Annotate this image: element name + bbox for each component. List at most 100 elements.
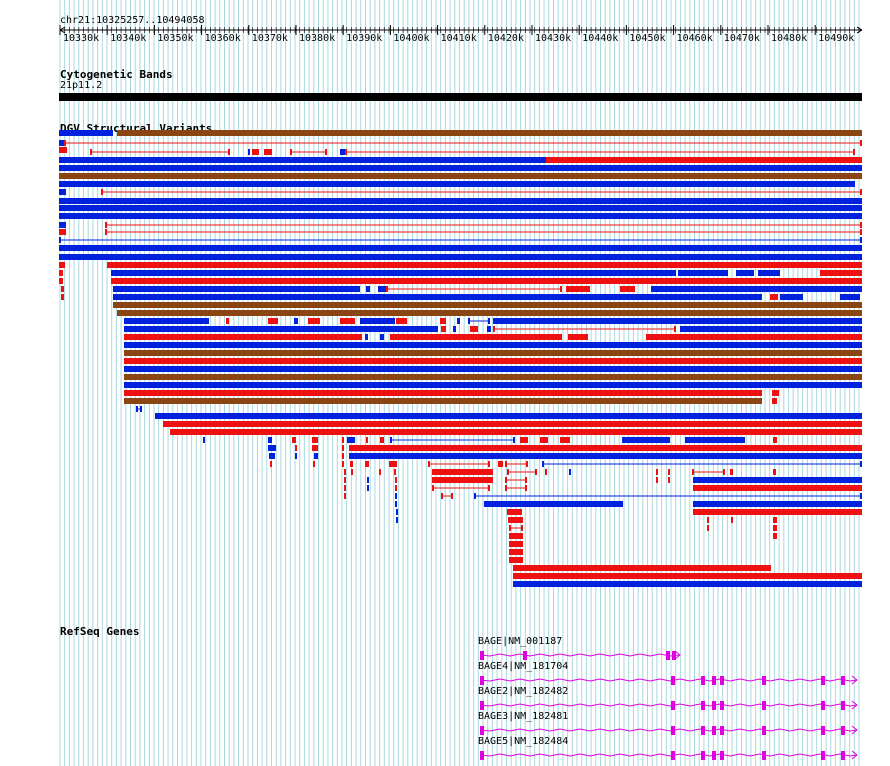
gene-exon: [671, 676, 675, 685]
sv-feature: [107, 262, 862, 268]
sv-feature-end: [692, 469, 694, 475]
sv-feature: [295, 445, 297, 451]
gene-label[interactable]: BAGE3|NM_182481: [478, 711, 569, 722]
sv-feature: [59, 147, 67, 153]
sv-feature: [457, 318, 460, 324]
ruler-tick-label: 10330k: [63, 33, 100, 44]
ruler-tick-label: 10460k: [676, 33, 713, 44]
sv-feature: [509, 533, 523, 539]
sv-feature-end: [513, 437, 515, 443]
sv-feature-end: [64, 140, 66, 146]
ruler-tick-label: 10370k: [251, 33, 288, 44]
gene-strand-arrow: [851, 725, 858, 735]
ruler-tick-label: 10360k: [204, 33, 241, 44]
sv-feature-end: [525, 485, 527, 491]
sv-feature: [780, 294, 803, 300]
sv-feature: [731, 517, 733, 523]
sv-feature-end: [140, 406, 142, 412]
sv-feature: [693, 501, 862, 507]
sv-feature: [268, 318, 278, 324]
sv-feature-end: [441, 493, 443, 499]
sv-feature: [773, 533, 777, 539]
sv-feature: [344, 469, 346, 475]
gene-exon: [712, 676, 716, 685]
sv-feature: [61, 294, 64, 300]
sv-feature: [314, 453, 318, 459]
gene-exon: [762, 676, 766, 685]
sv-feature: [560, 437, 570, 443]
sv-feature-end: [509, 525, 511, 531]
sv-feature: [349, 445, 862, 451]
sv-feature-end: [386, 286, 388, 292]
sv-feature: [59, 130, 113, 136]
sv-feature: [668, 477, 670, 483]
gene-label[interactable]: BAGE5|NM_182484: [478, 736, 569, 747]
gene-exon: [821, 676, 825, 685]
sv-feature-end: [59, 237, 61, 243]
sv-feature-end: [488, 461, 490, 467]
sv-feature: [308, 318, 320, 324]
gene-exon: [841, 751, 845, 760]
gene-exon: [671, 726, 675, 735]
sv-feature-end: [105, 222, 107, 228]
gene-intron: [479, 678, 858, 682]
sv-feature: [124, 382, 862, 388]
sv-feature: [59, 165, 862, 171]
sv-feature: [124, 398, 762, 404]
sv-feature: [366, 437, 368, 443]
sv-feature: [493, 318, 862, 324]
sv-feature: [124, 366, 862, 372]
sv-feature-end: [105, 229, 107, 235]
sv-feature: [656, 469, 658, 475]
sv-feature: [840, 294, 860, 300]
sv-feature: [520, 437, 528, 443]
sv-feature: [365, 334, 368, 340]
refseq-track-title[interactable]: RefSeq Genes: [60, 625, 140, 638]
region-label: chr21:10325257..10494058: [60, 15, 205, 26]
sv-feature: [395, 493, 397, 499]
sv-feature-end: [505, 461, 507, 467]
sv-feature: [344, 477, 346, 483]
sv-feature: [269, 453, 275, 459]
sv-feature-end: [101, 189, 103, 195]
sv-feature: [656, 477, 658, 483]
sv-feature: [59, 213, 862, 219]
sv-feature-end: [428, 461, 430, 467]
sv-feature: [693, 485, 862, 491]
gene-exon: [720, 701, 724, 710]
cytoband-bar[interactable]: [59, 93, 862, 101]
cytoband-track-title[interactable]: Cytogenetic Bands: [60, 68, 173, 81]
sv-feature: [773, 525, 777, 531]
sv-feature-end: [860, 237, 862, 243]
sv-feature: [680, 326, 862, 332]
sv-feature: [113, 294, 762, 300]
gene-exon: [720, 676, 724, 685]
sv-feature: [59, 181, 855, 187]
sv-feature: [707, 525, 709, 531]
sv-feature: [59, 205, 862, 211]
sv-feature-end: [451, 493, 453, 499]
sv-feature: [313, 461, 315, 467]
gene-label[interactable]: BAGE|NM_001187: [478, 636, 563, 647]
sv-feature-end: [390, 437, 392, 443]
gene-strand-arrow: [674, 650, 681, 660]
gene-label[interactable]: BAGE2|NM_182482: [478, 686, 569, 697]
sv-feature: [117, 310, 862, 316]
sv-feature-end: [325, 149, 327, 155]
gene-exon: [480, 751, 484, 760]
ruler-tick-label: 10430k: [535, 33, 572, 44]
sv-feature: [360, 318, 395, 324]
gene-intron: [479, 653, 681, 657]
gene-exon: [480, 726, 484, 735]
sv-feature-end: [860, 461, 862, 467]
gene-label[interactable]: BAGE4|NM_181704: [478, 661, 569, 672]
sv-feature: [770, 294, 778, 300]
ruler-tick-label: 10440k: [582, 33, 619, 44]
ruler-tick-label: 10490k: [818, 33, 855, 44]
sv-feature: [668, 469, 670, 475]
sv-feature: [365, 461, 369, 467]
sv-feature: [509, 549, 523, 555]
ruler-tick-label: 10410k: [440, 33, 477, 44]
ruler-tick-label: 10480k: [771, 33, 808, 44]
sv-feature: [566, 286, 590, 292]
